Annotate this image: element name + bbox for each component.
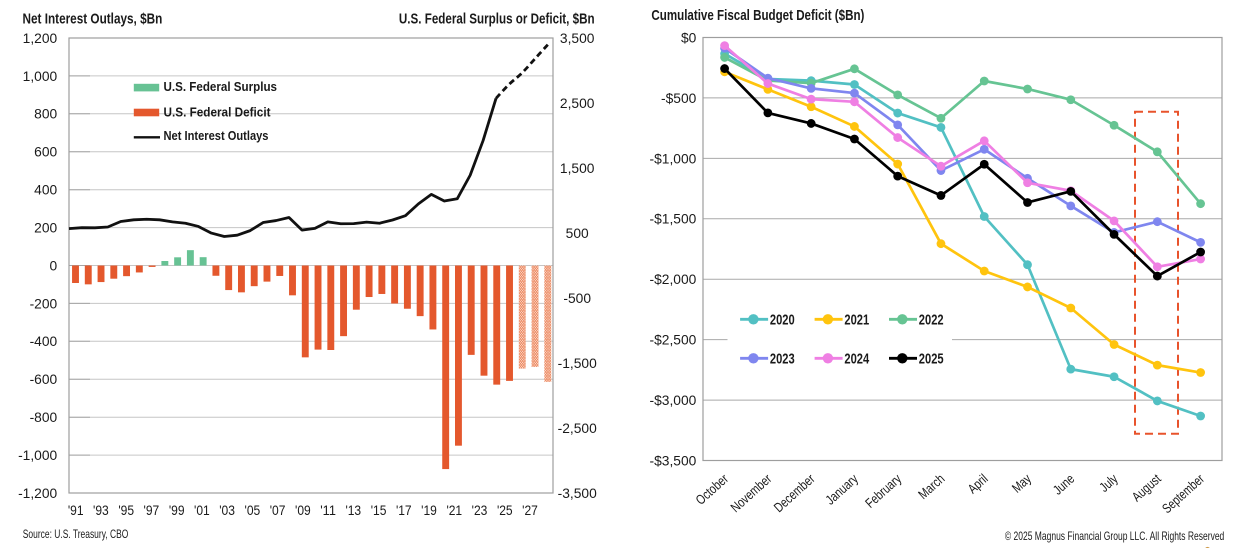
svg-text:Cumulative Fiscal Budget Defic: Cumulative Fiscal Budget Deficit ($Bn) <box>651 7 864 24</box>
svg-text:600: 600 <box>34 145 57 160</box>
svg-text:'17: '17 <box>396 503 412 518</box>
svg-text:-1,000: -1,000 <box>18 448 57 463</box>
svg-text:U.S. Federal Deficit: U.S. Federal Deficit <box>164 104 272 119</box>
svg-text:'01: '01 <box>194 503 210 518</box>
svg-text:-3,500: -3,500 <box>558 486 597 501</box>
svg-text:'27: '27 <box>522 503 538 518</box>
svg-text:-$500: -$500 <box>661 91 697 106</box>
svg-text:'25: '25 <box>497 503 513 518</box>
svg-text:2023: 2023 <box>770 351 795 367</box>
svg-text:1,000: 1,000 <box>23 69 58 84</box>
svg-text:'93: '93 <box>93 503 109 518</box>
svg-text:'99: '99 <box>169 503 185 518</box>
svg-text:'05: '05 <box>245 503 261 518</box>
svg-text:-$2,500: -$2,500 <box>650 333 697 348</box>
svg-text:-1,200: -1,200 <box>18 486 57 501</box>
svg-text:-$3,000: -$3,000 <box>650 393 697 408</box>
svg-text:2021: 2021 <box>844 312 869 328</box>
svg-text:2025: 2025 <box>919 351 944 367</box>
svg-text:-400: -400 <box>30 334 58 349</box>
svg-text:$0: $0 <box>681 30 697 45</box>
svg-text:2024: 2024 <box>844 351 869 367</box>
svg-text:-600: -600 <box>30 372 58 387</box>
svg-text:2020: 2020 <box>770 312 795 328</box>
svg-text:Source: U.S. Treasury, CBO: Source: U.S. Treasury, CBO <box>23 527 129 541</box>
svg-text:© 2025 Magnus Financial Group: © 2025 Magnus Financial Group LLC. All R… <box>1005 529 1224 543</box>
svg-text:-$3,500: -$3,500 <box>650 453 697 468</box>
svg-text:Net Interest Outlays: Net Interest Outlays <box>164 128 269 143</box>
svg-text:U.S. Federal Surplus: U.S. Federal Surplus <box>164 79 278 94</box>
svg-text:'11: '11 <box>320 503 336 518</box>
svg-text:-$1,000: -$1,000 <box>650 151 697 166</box>
svg-text:-800: -800 <box>30 410 58 425</box>
svg-text:'15: '15 <box>371 503 387 518</box>
svg-text:1,500: 1,500 <box>560 161 595 176</box>
svg-text:400: 400 <box>34 183 57 198</box>
svg-text:-$1,500: -$1,500 <box>650 212 697 227</box>
svg-text:800: 800 <box>34 107 57 122</box>
svg-text:'03: '03 <box>219 503 235 518</box>
svg-text:'95: '95 <box>118 503 134 518</box>
svg-text:-1,500: -1,500 <box>558 356 597 371</box>
svg-text:2022: 2022 <box>919 312 944 328</box>
svg-text:2,500: 2,500 <box>560 96 595 111</box>
svg-text:Net Interest Outlays, $Bn: Net Interest Outlays, $Bn <box>23 11 163 28</box>
svg-text:U.S. Federal Surplus or Defici: U.S. Federal Surplus or Deficit, $Bn <box>399 11 595 28</box>
svg-text:'19: '19 <box>421 503 437 518</box>
svg-text:'09: '09 <box>295 503 311 518</box>
svg-text:200: 200 <box>34 221 57 236</box>
svg-text:'23: '23 <box>472 503 488 518</box>
svg-text:-$2,000: -$2,000 <box>650 272 697 287</box>
svg-text:500: 500 <box>566 226 589 241</box>
svg-text:3,500: 3,500 <box>560 31 595 46</box>
svg-text:-200: -200 <box>30 296 58 311</box>
svg-text:0: 0 <box>50 258 58 273</box>
svg-text:'91: '91 <box>68 503 84 518</box>
svg-text:'13: '13 <box>345 503 361 518</box>
svg-text:-500: -500 <box>563 291 591 306</box>
svg-text:'21: '21 <box>446 503 462 518</box>
svg-text:'97: '97 <box>144 503 160 518</box>
svg-text:-2,500: -2,500 <box>558 421 597 436</box>
svg-text:'07: '07 <box>270 503 286 518</box>
svg-text:1,200: 1,200 <box>23 31 58 46</box>
